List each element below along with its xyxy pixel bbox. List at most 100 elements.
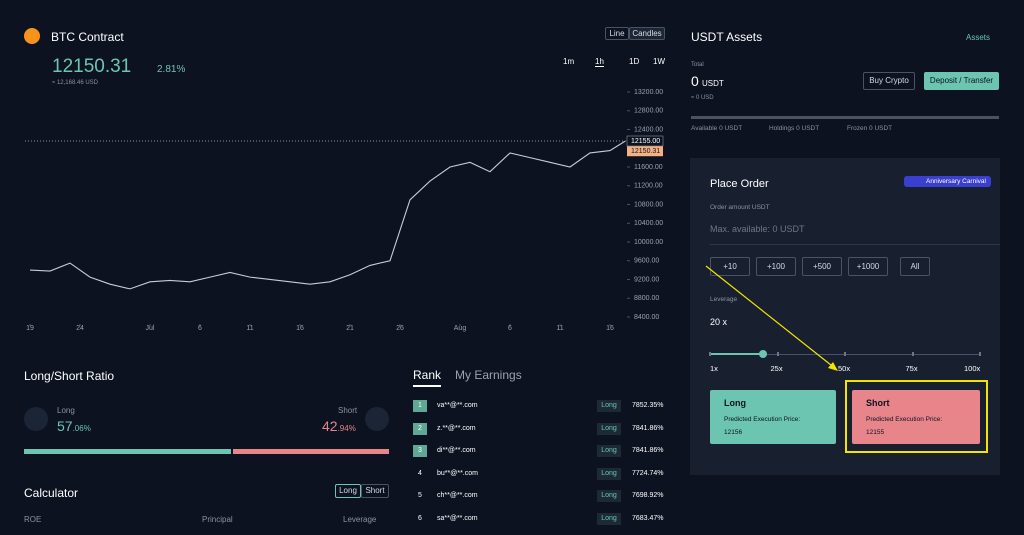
earnings: 7724.74% <box>632 469 664 477</box>
ratio-title: Long/Short Ratio <box>24 369 115 383</box>
assets-link[interactable]: Assets <box>966 33 991 42</box>
long-label: Long <box>57 406 75 415</box>
earnings: 7852.35% <box>632 402 664 409</box>
user: va**@**.com <box>437 402 478 409</box>
user: di**@**.com <box>437 447 476 454</box>
assets-title: USDT Assets <box>691 30 763 44</box>
slider-knob[interactable] <box>759 350 768 358</box>
short-price: 12155 <box>866 429 885 436</box>
earnings: 7683.47% <box>632 514 664 522</box>
slider-fill <box>710 353 764 355</box>
long-ratio: 57.06% <box>57 418 91 436</box>
rank-number: 2 <box>413 422 427 435</box>
user: z.**@**.com <box>437 424 476 432</box>
total: 0 <box>691 73 699 89</box>
amount-button[interactable]: +10 <box>710 257 750 276</box>
y-tick-label: 11200.00 <box>634 183 663 190</box>
candles-toggle[interactable]: Candles <box>629 27 665 40</box>
calc-long[interactable]: Long <box>335 484 361 498</box>
y-tick-label: 10000.00 <box>634 239 663 246</box>
y-tick-label: 10800.00 <box>634 201 663 208</box>
balance-bar <box>691 116 999 119</box>
slider-label: 100x <box>964 364 981 373</box>
long-frac: .06% <box>72 424 91 433</box>
interval[interactable]: 1h <box>595 57 604 67</box>
rank-number: 1 <box>413 400 427 412</box>
rank-tab[interactable]: Rank <box>413 368 442 382</box>
deposit-button[interactable]: Deposit / Transfer <box>924 72 999 90</box>
interval[interactable]: 1W <box>653 57 665 66</box>
x-tick-label: 11 <box>246 325 253 332</box>
amount-button[interactable]: All <box>900 257 930 276</box>
x-tick-label: 16 <box>296 325 304 332</box>
slider-tick <box>911 352 914 356</box>
slider-tick <box>979 352 981 356</box>
interval[interactable]: 1D <box>629 57 640 66</box>
short-frac: .94% <box>337 424 356 433</box>
change: 2.81% <box>157 64 186 75</box>
order-panel: Place Order Anniversary Carnival Order a… <box>690 158 1000 475</box>
y-tick-label: 12800.00 <box>634 108 663 115</box>
amount-button[interactable]: +1000 <box>848 257 888 276</box>
amount-label: Order amount USDT <box>710 204 770 211</box>
x-tick-label: 24 <box>76 325 84 332</box>
short-card[interactable]: Short Predicted Execution Price: 12155 <box>852 390 980 444</box>
side: Long <box>597 512 621 525</box>
last-label: 12150.31 <box>631 148 660 155</box>
interval[interactable]: 1m <box>563 57 575 66</box>
balance: Frozen 0 USDT <box>847 125 893 132</box>
long-bar <box>24 449 232 454</box>
user: bu**@**.com <box>437 469 478 477</box>
calc-field: Principal <box>202 515 233 524</box>
slider-tick <box>776 352 779 356</box>
short-icon <box>365 407 389 431</box>
user: ch**@**.com <box>437 492 478 499</box>
y-tick-label: 8800.00 <box>634 295 659 302</box>
long-card-title: Long <box>724 398 746 408</box>
y-tick-label: 13200.00 <box>634 89 663 96</box>
slider-label: 75x <box>905 364 918 373</box>
side: Long <box>597 467 621 480</box>
amount-button[interactable]: +100 <box>756 257 796 276</box>
max-available: Max. available: 0 USDT <box>710 224 805 234</box>
line-toggle[interactable]: Line <box>605 27 629 40</box>
leverage-value: 20 x <box>710 317 728 327</box>
x-tick-label: 19 <box>26 325 34 332</box>
unit: USDT <box>702 79 724 88</box>
x-tick-label: 26 <box>396 325 404 332</box>
short-bar <box>233 449 389 454</box>
long-price: 12156 <box>724 429 743 436</box>
badge[interactable]: Anniversary Carnival <box>904 176 991 187</box>
last-label-box <box>627 146 663 157</box>
input-line <box>710 244 1000 245</box>
rank-number: 6 <box>418 514 422 522</box>
total-label: Total <box>691 62 704 68</box>
contract-title[interactable]: BTC Contract <box>51 30 124 44</box>
amount-button[interactable]: +500 <box>802 257 842 276</box>
x-tick-label: 6 <box>198 325 202 332</box>
price: 12150.31 <box>52 56 132 77</box>
short-price-label: Predicted Execution Price: <box>866 416 943 423</box>
y-tick-label: 9600.00 <box>634 258 659 265</box>
y-tick-label: 12400.00 <box>634 126 663 133</box>
calc-short[interactable]: Short <box>361 484 389 498</box>
side: Long <box>597 490 621 502</box>
usd-price: ≈ 12,168.46 USD <box>52 80 98 86</box>
long-icon <box>24 407 48 431</box>
rank-number: 5 <box>418 492 422 499</box>
calc-field: Leverage <box>343 515 377 524</box>
current-label: 12155.00 <box>631 138 660 145</box>
side: Long <box>597 422 621 435</box>
order-title: Place Order <box>710 178 769 190</box>
highlight-box <box>845 380 988 453</box>
x-tick-label: Jul <box>146 325 155 332</box>
balance: Holdings 0 USDT <box>769 125 820 132</box>
earnings-tab[interactable]: My Earnings <box>455 368 522 382</box>
x-tick-label: 16 <box>606 325 614 332</box>
side: Long <box>597 445 621 457</box>
buy-button[interactable]: Buy Crypto <box>863 72 915 90</box>
long-card[interactable]: Long Predicted Execution Price: 12156 <box>710 390 836 444</box>
earnings: 7698.92% <box>632 492 664 499</box>
balance: Available 0 USDT <box>691 125 743 132</box>
